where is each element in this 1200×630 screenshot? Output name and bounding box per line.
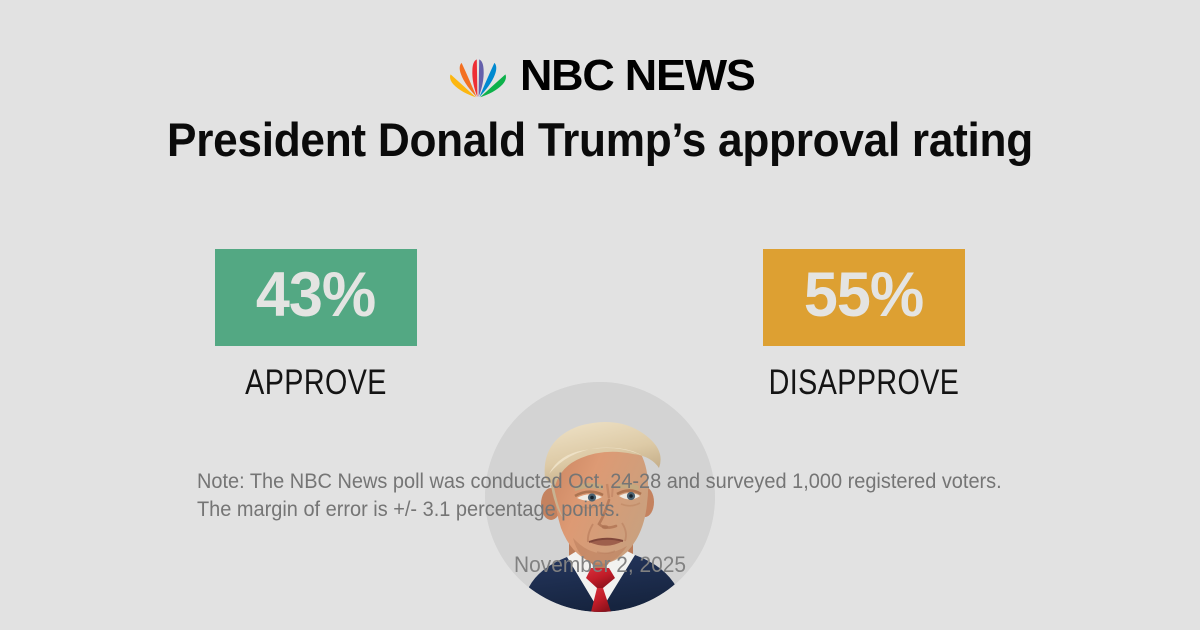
disapprove-value-box: 55% — [763, 249, 965, 346]
poll-note-line-1: Note: The NBC News poll was conducted Oc… — [197, 470, 1002, 493]
approval-stats-row: 43% APPROVE 55% DISAPPROVE — [0, 186, 1200, 612]
disapprove-value: 55% — [804, 260, 924, 330]
publish-date: November 2, 2025 — [514, 552, 686, 577]
trump-portrait — [485, 382, 715, 612]
stat-disapprove: 55% DISAPPROVE — [714, 249, 1014, 400]
approve-label: APPROVE — [245, 363, 387, 402]
disapprove-label: DISAPPROVE — [768, 363, 960, 402]
nbc-peacock-icon — [450, 53, 506, 99]
nbc-news-masthead: NBC NEWS — [0, 53, 1200, 99]
poll-note: Note: The NBC News poll was conducted Oc… — [197, 468, 1002, 523]
poll-note-line-2: The margin of error is +/- 3.1 percentag… — [197, 497, 621, 521]
approve-value-box: 43% — [215, 249, 417, 346]
approve-value: 43% — [256, 260, 376, 330]
page-title: President Donald Trump’s approval rating — [167, 113, 1033, 166]
stat-approve: 43% APPROVE — [166, 249, 466, 400]
nbc-news-wordmark: NBC NEWS — [520, 51, 756, 100]
